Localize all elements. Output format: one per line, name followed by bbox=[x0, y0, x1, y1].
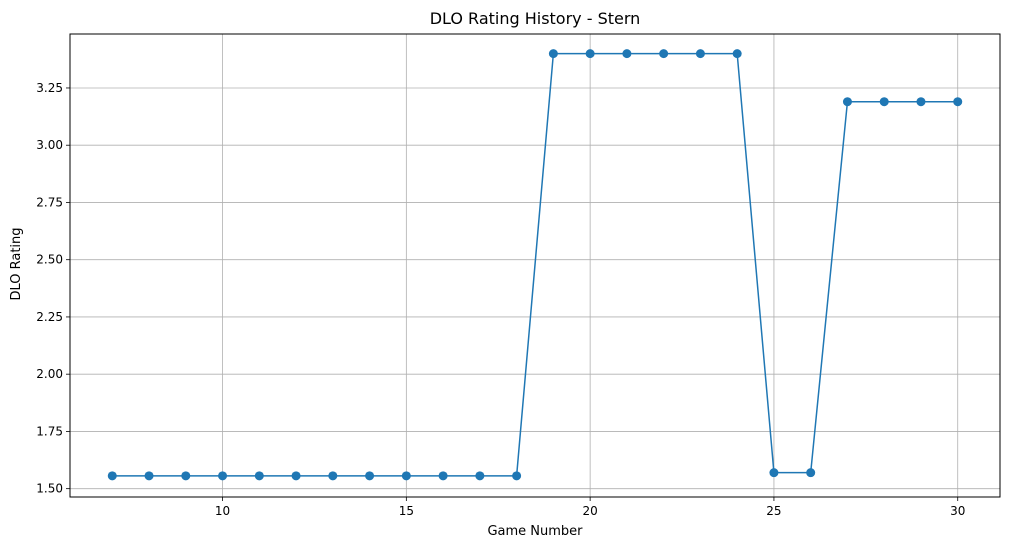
data-point bbox=[438, 471, 448, 481]
data-point bbox=[328, 471, 338, 481]
data-point bbox=[181, 471, 191, 481]
y-axis-label: DLO Rating bbox=[9, 227, 24, 300]
y-tick-label: 2.00 bbox=[36, 367, 63, 381]
y-axis-ticks: 1.50 1.75 2.00 2.25 2.50 2.75 3.00 3.25 bbox=[36, 81, 70, 496]
data-point bbox=[769, 468, 779, 478]
y-tick-label: 1.50 bbox=[36, 482, 63, 496]
x-axis-ticks: 10 15 20 25 30 bbox=[215, 497, 965, 518]
data-point bbox=[842, 97, 852, 107]
data-point bbox=[732, 49, 742, 59]
x-tick-label: 15 bbox=[399, 504, 414, 518]
data-point bbox=[218, 471, 228, 481]
x-tick-label: 30 bbox=[950, 504, 965, 518]
data-point bbox=[916, 97, 926, 107]
data-point bbox=[475, 471, 485, 481]
y-tick-label: 1.75 bbox=[36, 424, 63, 438]
x-tick-label: 25 bbox=[766, 504, 781, 518]
grid bbox=[70, 34, 1000, 497]
series-line bbox=[112, 52, 958, 477]
data-point bbox=[365, 471, 375, 481]
plot-frame bbox=[69, 33, 1001, 498]
data-point bbox=[879, 97, 889, 107]
data-point bbox=[107, 471, 117, 481]
data-point bbox=[806, 468, 816, 478]
data-point bbox=[585, 49, 595, 59]
data-point bbox=[401, 471, 411, 481]
series-layer bbox=[107, 49, 963, 481]
data-point bbox=[254, 471, 264, 481]
y-tick-label: 3.25 bbox=[36, 81, 63, 95]
data-point bbox=[622, 49, 632, 59]
x-axis-label: Game Number bbox=[487, 524, 583, 539]
x-tick-label: 10 bbox=[215, 504, 230, 518]
y-tick-label: 3.00 bbox=[36, 138, 63, 152]
data-point bbox=[144, 471, 154, 481]
x-tick-label: 20 bbox=[582, 504, 597, 518]
data-point bbox=[659, 49, 669, 59]
data-point bbox=[512, 471, 522, 481]
y-tick-label: 2.50 bbox=[36, 253, 63, 267]
y-tick-label: 2.25 bbox=[36, 310, 63, 324]
data-point bbox=[291, 471, 301, 481]
data-point bbox=[695, 49, 705, 59]
data-point bbox=[548, 49, 558, 59]
chart-title: DLO Rating History - Stern bbox=[430, 9, 641, 28]
data-point bbox=[953, 97, 963, 107]
y-tick-label: 2.75 bbox=[36, 195, 63, 209]
